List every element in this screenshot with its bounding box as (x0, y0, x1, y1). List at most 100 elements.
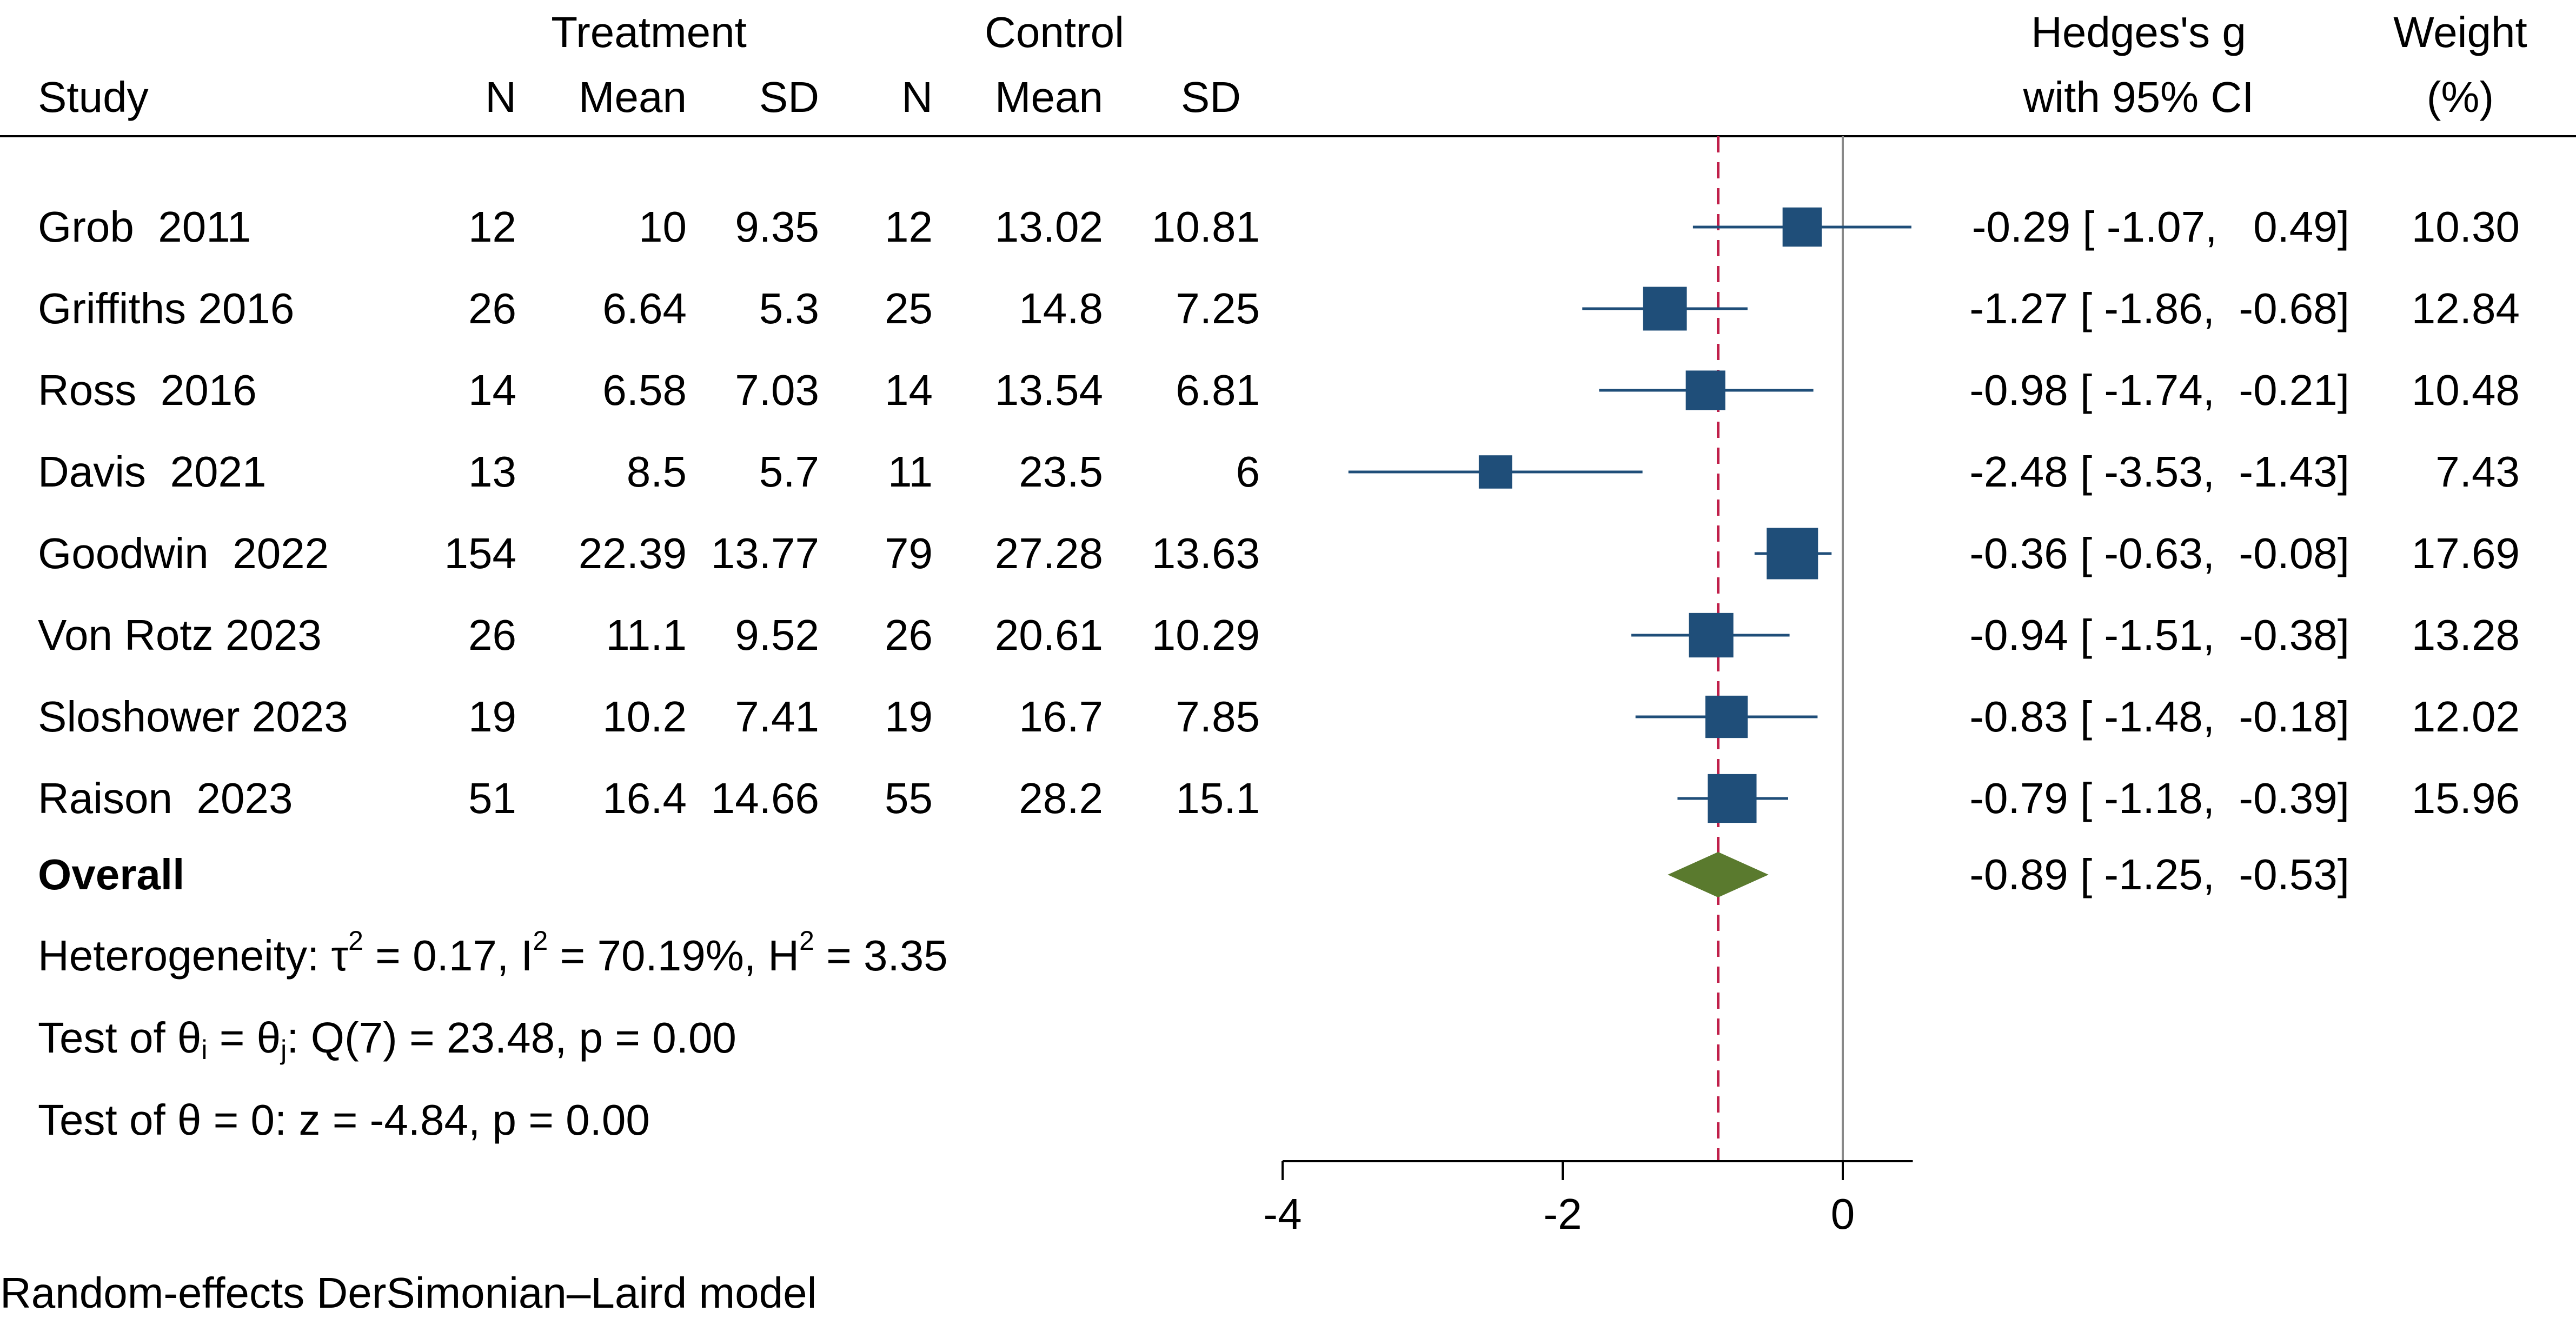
treatment-mean: 10.2 (602, 693, 687, 741)
weight-header-line1: Weight (2393, 8, 2527, 56)
treatment-sd: 14.66 (711, 774, 819, 822)
effect-ci-text: -0.83 [ -1.48, -0.18] (1969, 693, 2349, 741)
effect-header-line2: with 95% CI (2023, 73, 2254, 121)
control-sd: 15.1 (1176, 774, 1260, 822)
effect-header-line1: Hedges's g (2031, 8, 2246, 56)
treatment-n: 26 (468, 611, 516, 659)
effect-ci-text: -0.79 [ -1.18, -0.39] (1969, 774, 2349, 822)
control-mean: 16.7 (1019, 693, 1103, 741)
treatment-mean-header: Mean (578, 73, 687, 121)
control-group-header: Control (985, 8, 1124, 56)
treatment-mean: 22.39 (578, 529, 687, 577)
study-effect-marker (1782, 207, 1822, 247)
study-name: Raison 2023 (38, 774, 293, 822)
study-name: Ross 2016 (38, 366, 257, 414)
treatment-mean: 8.5 (626, 448, 687, 496)
test-theta-zero-text: Test of θ = 0: z = -4.84, p = 0.00 (38, 1096, 650, 1144)
treatment-group-header: Treatment (551, 8, 747, 56)
weight-value: 7.43 (2435, 448, 2520, 496)
treatment-sd: 13.77 (711, 529, 819, 577)
test-theta-ij-text: Test of θi = θj: Q(7) = 23.48, p = 0.00 (38, 1014, 736, 1065)
study-effect-marker (1689, 612, 1734, 658)
x-axis-tick-label: -2 (1543, 1190, 1582, 1238)
study-name: Davis 2021 (38, 448, 267, 496)
weight-value: 12.02 (2411, 693, 2520, 741)
treatment-sd: 5.7 (759, 448, 819, 496)
treatment-sd: 7.41 (735, 693, 819, 741)
control-n: 12 (885, 203, 933, 251)
heterogeneity-text: Heterogeneity: τ2 = 0.17, I2 = 70.19%, H… (38, 925, 948, 980)
treatment-n: 14 (468, 366, 516, 414)
effect-ci-text: -2.48 [ -3.53, -1.43] (1969, 448, 2349, 496)
control-mean: 27.28 (994, 529, 1103, 577)
effect-ci-text: -0.98 [ -1.74, -0.21] (1969, 366, 2349, 414)
effect-ci-text: -0.29 [ -1.07, 0.49] (1971, 203, 2349, 251)
study-effect-marker (1478, 455, 1512, 489)
control-mean: 28.2 (1019, 774, 1103, 822)
weight-header-line2: (%) (2426, 73, 2494, 121)
control-n: 14 (885, 366, 933, 414)
effect-ci-text: -1.27 [ -1.86, -0.68] (1969, 284, 2349, 332)
study-effect-marker (1708, 774, 1757, 823)
overall-ci-text: -0.89 [ -1.25, -0.53] (1969, 850, 2349, 898)
control-mean: 23.5 (1019, 448, 1103, 496)
study-name: Goodwin 2022 (38, 529, 329, 577)
treatment-sd: 5.3 (759, 284, 819, 332)
control-n: 26 (885, 611, 933, 659)
weight-value: 13.28 (2411, 611, 2520, 659)
study-effect-marker (1643, 287, 1687, 331)
study-effect-marker (1767, 528, 1818, 580)
x-axis-tick-label: -4 (1263, 1190, 1302, 1238)
treatment-n: 13 (468, 448, 516, 496)
control-n: 11 (887, 448, 933, 496)
control-sd: 10.29 (1151, 611, 1260, 659)
treatment-mean: 16.4 (602, 774, 687, 822)
control-mean: 20.61 (994, 611, 1103, 659)
overall-diamond (1668, 852, 1769, 897)
effect-ci-text: -0.94 [ -1.51, -0.38] (1969, 611, 2349, 659)
control-n: 55 (885, 774, 933, 822)
control-n-header: N (901, 73, 933, 121)
control-n: 19 (885, 693, 933, 741)
study-name: Von Rotz 2023 (38, 611, 322, 659)
weight-value: 10.30 (2411, 203, 2520, 251)
control-n: 79 (885, 529, 933, 577)
treatment-sd: 9.35 (735, 203, 819, 251)
treatment-mean: 6.58 (602, 366, 687, 414)
treatment-n: 51 (468, 774, 516, 822)
study-name: Sloshower 2023 (38, 693, 348, 741)
treatment-sd: 7.03 (735, 366, 819, 414)
treatment-sd-header: SD (759, 73, 819, 121)
control-sd-header: SD (1180, 73, 1241, 121)
control-sd: 7.85 (1176, 693, 1260, 741)
control-sd: 6 (1236, 448, 1260, 496)
control-sd: 13.63 (1151, 529, 1260, 577)
effect-ci-text: -0.36 [ -0.63, -0.08] (1969, 529, 2349, 577)
treatment-mean: 6.64 (602, 284, 687, 332)
overall-label: Overall (38, 850, 185, 898)
weight-value: 17.69 (2411, 529, 2520, 577)
treatment-sd: 9.52 (735, 611, 819, 659)
footnote: Random-effects DerSimonian–Laird model (0, 1269, 817, 1317)
treatment-n: 154 (444, 529, 516, 577)
x-axis-tick-label: 0 (1831, 1190, 1855, 1238)
weight-value: 10.48 (2411, 366, 2520, 414)
study-effect-marker (1685, 370, 1725, 410)
weight-value: 15.96 (2411, 774, 2520, 822)
treatment-n: 12 (468, 203, 516, 251)
treatment-n: 26 (468, 284, 516, 332)
control-sd: 7.25 (1176, 284, 1260, 332)
control-sd: 6.81 (1176, 366, 1260, 414)
control-sd: 10.81 (1151, 203, 1260, 251)
study-name: Grob 2011 (38, 203, 251, 251)
study-name: Griffiths 2016 (38, 284, 295, 332)
control-mean: 13.02 (994, 203, 1103, 251)
control-mean-header: Mean (994, 73, 1103, 121)
treatment-n-header: N (485, 73, 516, 121)
control-n: 25 (885, 284, 933, 332)
study-column-header: Study (38, 73, 149, 121)
treatment-n: 19 (468, 693, 516, 741)
treatment-mean: 11.1 (606, 611, 687, 659)
treatment-mean: 10 (639, 203, 687, 251)
